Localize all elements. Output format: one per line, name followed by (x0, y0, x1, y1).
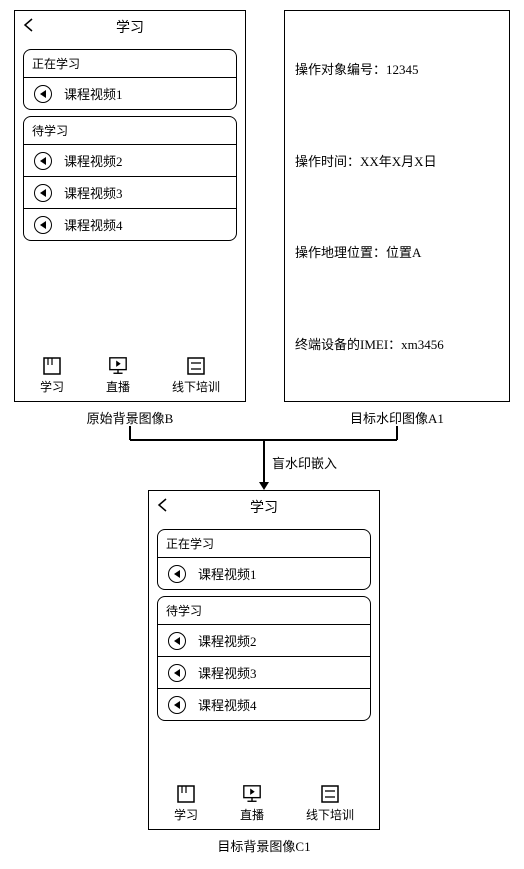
info-label: 操作地理位置： (295, 245, 386, 260)
arrow-down-icon (259, 482, 269, 490)
info-line: 操作地理位置：位置A (295, 242, 499, 261)
connector-vertical-right (396, 426, 398, 440)
caption-c1: 目标背景图像C1 (148, 836, 380, 855)
phone-header: 学习 (149, 491, 379, 523)
phone-header: 学习 (15, 11, 245, 43)
screen-icon (108, 357, 128, 375)
video-row[interactable]: 课程视频1 (158, 558, 370, 589)
video-row[interactable]: 课程视频3 (24, 177, 236, 209)
section-pending: 待学习 课程视频2 课程视频3 课程视频4 (157, 596, 371, 721)
tab-study[interactable]: 学习 (40, 357, 64, 395)
section-learning: 正在学习 课程视频1 (157, 529, 371, 590)
tab-label: 线下培训 (306, 806, 354, 823)
info-line: 操作对象编号：12345 (295, 59, 499, 78)
video-label: 课程视频1 (64, 84, 123, 103)
info-label: 操作时间： (295, 154, 360, 169)
video-row[interactable]: 课程视频4 (24, 209, 236, 240)
tab-offline[interactable]: 线下培训 (172, 357, 220, 395)
section-title-learning: 正在学习 (158, 530, 370, 558)
tab-study[interactable]: 学习 (174, 785, 198, 823)
play-icon (168, 632, 186, 650)
tab-label: 学习 (40, 378, 64, 395)
play-icon (168, 565, 186, 583)
phone-frame-c1: 学习 正在学习 课程视频1 待学习 课程视频2 课程视频3 课程视频4 学习 (148, 490, 380, 830)
connector-vertical-mid (263, 440, 265, 482)
connector-vertical-left (129, 426, 131, 440)
book-icon (176, 785, 196, 803)
section-title-pending: 待学习 (24, 117, 236, 145)
list-icon (320, 785, 340, 803)
play-icon (168, 664, 186, 682)
play-icon (34, 184, 52, 202)
info-value: 位置A (386, 245, 421, 260)
info-line: 终端设备的IMEI：xm3456 (295, 334, 499, 353)
video-row[interactable]: 课程视频4 (158, 689, 370, 720)
tab-label: 直播 (106, 378, 130, 395)
play-icon (34, 216, 52, 234)
back-icon[interactable] (23, 18, 35, 37)
video-row[interactable]: 课程视频3 (158, 657, 370, 689)
video-row[interactable]: 课程视频2 (158, 625, 370, 657)
back-icon[interactable] (157, 498, 169, 517)
video-label: 课程视频3 (64, 183, 123, 202)
play-icon (34, 85, 52, 103)
section-title-learning: 正在学习 (24, 50, 236, 78)
arrow-label: 盲水印嵌入 (272, 453, 337, 472)
page-title: 学习 (173, 497, 355, 517)
tab-label: 线下培训 (172, 378, 220, 395)
info-label: 终端设备的IMEI： (295, 337, 401, 352)
info-value: 12345 (386, 62, 419, 77)
video-label: 课程视频2 (64, 151, 123, 170)
tab-offline[interactable]: 线下培训 (306, 785, 354, 823)
book-icon (42, 357, 62, 375)
list-icon (186, 357, 206, 375)
phone-frame-b: 学习 正在学习 课程视频1 待学习 课程视频2 课程视频3 课程视频4 学习 (14, 10, 246, 402)
tab-live[interactable]: 直播 (240, 785, 264, 823)
section-title-pending: 待学习 (158, 597, 370, 625)
play-icon (34, 152, 52, 170)
section-pending: 待学习 课程视频2 课程视频3 课程视频4 (23, 116, 237, 241)
video-label: 课程视频3 (198, 663, 257, 682)
section-learning: 正在学习 课程视频1 (23, 49, 237, 110)
info-value: XX年X月X日 (360, 154, 437, 169)
tab-label: 直播 (240, 806, 264, 823)
tab-bar: 学习 直播 线下培训 (15, 351, 245, 401)
video-label: 课程视频2 (198, 631, 257, 650)
tab-bar: 学习 直播 线下培训 (149, 779, 379, 829)
play-icon (168, 696, 186, 714)
caption-a1: 目标水印图像A1 (284, 408, 510, 427)
video-label: 课程视频4 (198, 695, 257, 714)
watermark-panel: 操作对象编号：12345 操作时间：XX年X月X日 操作地理位置：位置A 终端设… (284, 10, 510, 402)
info-value: xm3456 (401, 337, 444, 352)
caption-b: 原始背景图像B (14, 408, 246, 427)
screen-icon (242, 785, 262, 803)
tab-live[interactable]: 直播 (106, 357, 130, 395)
info-line: 操作时间：XX年X月X日 (295, 151, 499, 170)
info-label: 操作对象编号： (295, 62, 386, 77)
video-label: 课程视频4 (64, 215, 123, 234)
tab-label: 学习 (174, 806, 198, 823)
video-row[interactable]: 课程视频2 (24, 145, 236, 177)
video-row[interactable]: 课程视频1 (24, 78, 236, 109)
video-label: 课程视频1 (198, 564, 257, 583)
page-title: 学习 (39, 17, 221, 37)
